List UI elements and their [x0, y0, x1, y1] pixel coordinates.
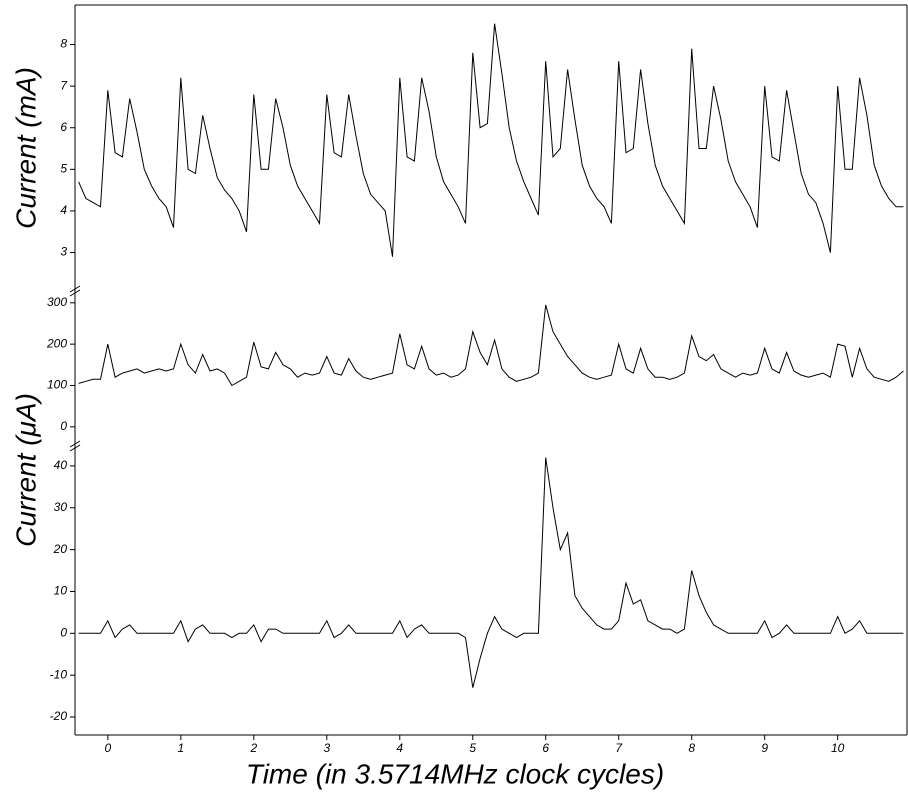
y-tick-label: 100 — [47, 378, 67, 392]
x-tick-label: 4 — [396, 741, 403, 755]
y-tick-label: 7 — [60, 78, 68, 92]
y-tick-label: 3 — [60, 245, 67, 259]
y-tick-label: 6 — [60, 120, 67, 134]
y-tick-label: 20 — [53, 542, 68, 556]
x-tick-label: 2 — [249, 741, 257, 755]
y-tick-label: -10 — [50, 667, 68, 681]
x-tick-label: 5 — [469, 741, 476, 755]
data-line — [78, 23, 904, 257]
data-line — [78, 457, 904, 688]
y-tick-label: 40 — [54, 458, 68, 472]
y-tick-label: 0 — [60, 625, 67, 639]
y-axis-label: Current (mA) — [10, 67, 41, 229]
x-tick-label: 3 — [323, 741, 330, 755]
x-axis-label: Time (in 3.5714MHz clock cycles) — [246, 758, 664, 789]
y-tick-label: 300 — [47, 295, 67, 309]
x-tick-label: 7 — [615, 741, 623, 755]
data-line — [78, 304, 904, 387]
x-tick-label: 8 — [688, 741, 695, 755]
y-tick-label: 8 — [60, 37, 67, 51]
y-tick-label: 30 — [54, 500, 68, 514]
x-tick-label: 6 — [542, 741, 549, 755]
y-tick-label: 0 — [60, 419, 67, 433]
y-tick-label: 10 — [54, 584, 68, 598]
y-axis-label: Current (μA) — [10, 393, 41, 547]
x-tick-label: 0 — [104, 741, 111, 755]
y-tick-label: 5 — [60, 162, 67, 176]
x-tick-label: 10 — [831, 741, 845, 755]
x-tick-label: 1 — [177, 741, 184, 755]
y-tick-label: 200 — [46, 336, 67, 350]
y-tick-label: 4 — [60, 203, 67, 217]
y-tick-label: -20 — [50, 709, 68, 723]
x-tick-label: 9 — [761, 741, 768, 755]
